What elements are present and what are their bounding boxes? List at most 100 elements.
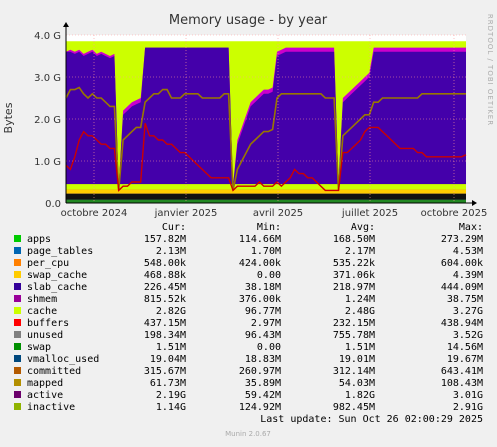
plot-area xyxy=(65,34,467,203)
legend-value: 0.00 xyxy=(257,270,281,281)
legend-value: 1.70M xyxy=(251,246,281,257)
legend-series-name: page_tables xyxy=(27,246,93,257)
legend-header: Min: xyxy=(257,222,281,233)
legend-value: 982.45M xyxy=(333,402,375,413)
legend-value: 444.09M xyxy=(441,282,483,293)
band-swap-cache xyxy=(66,189,466,194)
legend-value: 643.41M xyxy=(441,366,483,377)
legend-value: 1.51M xyxy=(345,342,375,353)
legend-series-name: mapped xyxy=(27,378,63,389)
footer-version: Munin 2.0.67 xyxy=(225,430,271,438)
y-tick-label: 3.0 G xyxy=(34,73,61,84)
legend-value: 2.17M xyxy=(345,246,375,257)
last-update: Last update: Sun Oct 26 02:00:29 2025 xyxy=(260,414,483,425)
legend-swatch xyxy=(14,247,21,254)
legend-value: 54.03M xyxy=(339,378,375,389)
legend-value: 226.45M xyxy=(144,282,186,293)
legend-value: 3.52G xyxy=(453,330,483,341)
legend-series-name: apps xyxy=(27,234,51,245)
legend-series-name: unused xyxy=(27,330,63,341)
legend-value: 260.97M xyxy=(239,366,281,377)
legend-value: 2.82G xyxy=(156,306,186,317)
legend-value: 108.43M xyxy=(441,378,483,389)
legend-series-name: cache xyxy=(27,306,57,317)
legend-value: 273.29M xyxy=(441,234,483,245)
legend-value: 315.67M xyxy=(144,366,186,377)
legend-value: 157.82M xyxy=(144,234,186,245)
legend-value: 376.00k xyxy=(239,294,281,305)
legend-value: 2.97M xyxy=(251,318,281,329)
legend-series-name: buffers xyxy=(27,318,69,329)
legend-series-name: swap xyxy=(27,342,51,353)
legend-value: 548.00k xyxy=(144,258,186,269)
legend-value: 14.56M xyxy=(447,342,483,353)
y-tick-label: 2.0 G xyxy=(34,115,61,126)
x-axis-arrow xyxy=(472,200,477,206)
legend-series-name: swap_cache xyxy=(27,270,87,281)
legend-value: 312.14M xyxy=(333,366,375,377)
legend-value: 124.92M xyxy=(239,402,281,413)
series-line-inactive xyxy=(65,122,467,192)
legend-value: 438.94M xyxy=(441,318,483,329)
legend-header: Avg: xyxy=(351,222,375,233)
legend-value: 2.13M xyxy=(156,246,186,257)
legend-value: 4.53M xyxy=(453,246,483,257)
x-tick-label: octobre 2024 xyxy=(61,208,128,219)
x-tick-label: octobre 2025 xyxy=(421,208,488,219)
legend-series-name: inactive xyxy=(27,402,75,413)
legend-value: 371.06k xyxy=(333,270,375,281)
legend-value: 19.01M xyxy=(339,354,375,365)
legend-swatch xyxy=(14,283,21,290)
legend-swatch xyxy=(14,319,21,326)
legend-swatch xyxy=(14,379,21,386)
legend-value: 1.14G xyxy=(156,402,186,413)
legend-swatch xyxy=(14,391,21,398)
band-apps xyxy=(66,199,466,203)
legend-value: 3.01G xyxy=(453,390,483,401)
legend-value: 114.66M xyxy=(239,234,281,245)
legend-value: 3.27G xyxy=(453,306,483,317)
legend-value: 0.00 xyxy=(257,342,281,353)
legend-swatch xyxy=(14,331,21,338)
band-vmalloc xyxy=(66,193,466,200)
y-tick-label: 0.0 xyxy=(45,199,61,210)
legend-value: 59.42M xyxy=(245,390,281,401)
legend-swatch xyxy=(14,355,21,362)
legend-value: 2.19G xyxy=(156,390,186,401)
legend-value: 96.43M xyxy=(245,330,281,341)
legend-value: 218.97M xyxy=(333,282,375,293)
legend: Cur: Min: Avg: Max: apps 157.82M 114.66M 168.50… xyxy=(14,222,483,413)
legend-value: 19.04M xyxy=(150,354,186,365)
legend-value: 38.18M xyxy=(245,282,281,293)
legend-value: 437.15M xyxy=(144,318,186,329)
legend-series-name: shmem xyxy=(27,294,57,305)
legend-series-name: vmalloc_used xyxy=(27,354,99,365)
legend-value: 1.24M xyxy=(345,294,375,305)
legend-swatch xyxy=(14,295,21,302)
legend-series-name: committed xyxy=(27,366,81,377)
legend-header: Cur: xyxy=(162,222,186,233)
axes: 0.0 1.0 G 2.0 G 3.0 G 4.0 G octobre 2024 janvi… xyxy=(34,22,487,219)
legend-value: 468.88k xyxy=(144,270,186,281)
y-axis-label: Bytes xyxy=(2,102,15,133)
legend-swatch xyxy=(14,259,21,266)
legend-value: 535.22k xyxy=(333,258,375,269)
legend-value: 1.82G xyxy=(345,390,375,401)
legend-swatch xyxy=(14,367,21,374)
legend-value: 38.75M xyxy=(447,294,483,305)
legend-value: 815.52k xyxy=(144,294,186,305)
legend-series-name: slab_cache xyxy=(27,282,87,293)
legend-swatch xyxy=(14,271,21,278)
y-tick-label: 4.0 G xyxy=(34,31,61,42)
legend-value: 2.48G xyxy=(345,306,375,317)
y-axis-arrow xyxy=(63,22,69,27)
legend-value: 4.39M xyxy=(453,270,483,281)
series-area-slab-cache xyxy=(66,47,466,203)
x-tick-label: juillet 2025 xyxy=(341,208,398,219)
legend-value: 35.89M xyxy=(245,378,281,389)
y-tick-label: 1.0 G xyxy=(34,157,61,168)
legend-value: 96.77M xyxy=(245,306,281,317)
rrdtool-credit: RRDTOOL / TOBI OETIKER xyxy=(486,14,494,126)
legend-series-name: active xyxy=(27,390,63,401)
